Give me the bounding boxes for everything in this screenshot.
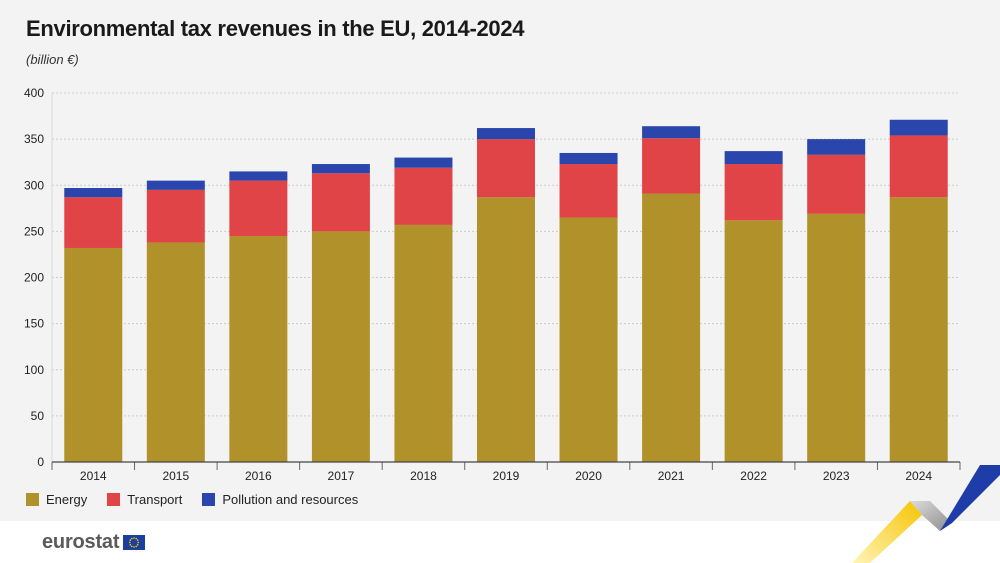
x-tick-label-2020: 2020 <box>575 469 602 483</box>
x-tick-label-2024: 2024 <box>905 469 932 483</box>
bar-transport-2019 <box>477 139 535 198</box>
bar-transport-2021 <box>642 138 701 194</box>
legend-item-transport: Transport <box>107 492 182 507</box>
bar-pollution-2020 <box>559 152 618 165</box>
legend-item-pollution: Pollution and resources <box>202 492 358 507</box>
y-tick-label-350: 350 <box>24 132 44 146</box>
y-tick-label-150: 150 <box>24 317 44 331</box>
bar-energy-2022 <box>724 220 783 462</box>
y-tick-label-400: 400 <box>24 86 44 100</box>
x-tick-label-2016: 2016 <box>245 469 272 483</box>
bar-energy-2016 <box>229 235 288 462</box>
legend-label-pollution: Pollution and resources <box>222 492 359 507</box>
y-tick-label-200: 200 <box>24 271 44 285</box>
y-tick-label-50: 50 <box>31 409 45 423</box>
bar-transport-2014 <box>64 197 123 248</box>
x-tick-label-2014: 2014 <box>80 469 107 483</box>
eu-flag-icon <box>123 535 146 550</box>
bar-energy-2020 <box>559 217 618 462</box>
bar-energy-2015 <box>146 242 205 462</box>
legend-swatch-transport <box>107 493 121 506</box>
bar-energy-2018 <box>394 224 453 462</box>
bar-transport-2023 <box>807 154 866 214</box>
bar-pollution-2016 <box>229 171 288 181</box>
x-tick-label-2017: 2017 <box>328 469 355 483</box>
y-tick-label-250: 250 <box>24 224 44 238</box>
bar-pollution-2024 <box>889 119 948 136</box>
bar-pollution-2018 <box>394 157 453 168</box>
bar-energy-2019 <box>477 197 535 462</box>
y-tick-label-300: 300 <box>24 178 44 192</box>
bar-pollution-2021 <box>642 126 701 139</box>
chart-legend: Energy Transport Pollution and resources <box>26 492 378 507</box>
legend-swatch-pollution <box>202 493 216 506</box>
x-tick-label-2015: 2015 <box>162 469 189 483</box>
bar-transport-2020 <box>559 164 618 218</box>
eurostat-logo: eurostat <box>42 531 146 554</box>
decorative-ribbon-icon <box>852 465 1000 563</box>
bar-energy-2014 <box>64 247 123 462</box>
legend-item-energy: Energy <box>26 492 87 507</box>
x-tick-label-2022: 2022 <box>740 469 767 483</box>
bar-transport-2018 <box>394 167 453 225</box>
bar-energy-2021 <box>642 193 701 463</box>
chart-subtitle: (billion €) <box>26 52 79 67</box>
bar-energy-2023 <box>807 213 866 462</box>
x-tick-label-2023: 2023 <box>823 469 850 483</box>
bar-pollution-2022 <box>724 151 783 165</box>
bar-transport-2022 <box>724 164 783 221</box>
legend-label-transport: Transport <box>127 492 183 507</box>
legend-label-energy: Energy <box>46 492 88 507</box>
y-tick-label-100: 100 <box>24 363 44 377</box>
y-tick-label-0: 0 <box>37 455 44 469</box>
bar-pollution-2019 <box>477 128 535 140</box>
bar-pollution-2015 <box>146 180 205 190</box>
bar-transport-2015 <box>146 189 205 243</box>
x-tick-label-2019: 2019 <box>493 469 520 483</box>
bar-transport-2024 <box>889 135 948 198</box>
bar-energy-2017 <box>311 231 370 462</box>
legend-swatch-energy <box>26 493 39 506</box>
bar-transport-2017 <box>311 173 370 232</box>
bar-pollution-2023 <box>807 139 866 155</box>
x-tick-label-2018: 2018 <box>410 469 437 483</box>
bar-pollution-2014 <box>64 188 123 198</box>
chart-title: Environmental tax revenues in the EU, 20… <box>26 16 525 41</box>
bar-pollution-2017 <box>311 164 370 174</box>
x-tick-label-2021: 2021 <box>658 469 685 483</box>
footer-bar <box>0 521 1000 563</box>
logo-text: eurostat <box>42 531 120 553</box>
bar-transport-2016 <box>229 180 288 236</box>
bar-energy-2024 <box>889 197 948 462</box>
